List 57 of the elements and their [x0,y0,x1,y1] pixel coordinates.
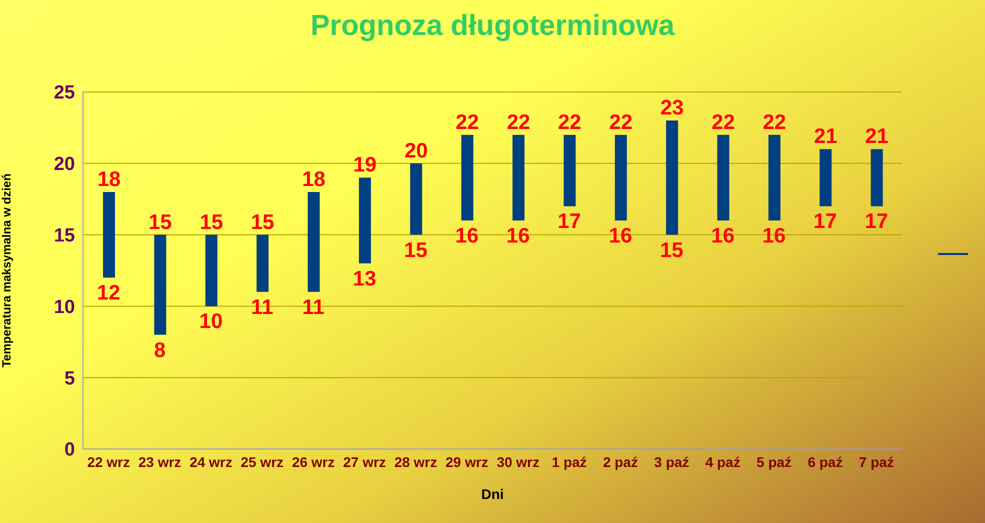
y-tick-label: 5 [64,368,76,390]
x-tick-label: 3 paź [654,454,690,470]
x-tick-label: 28 wrz [394,454,438,470]
data-label: 19 [353,154,377,177]
data-label: 21 [865,125,889,148]
data-label: 22 [456,110,479,134]
x-tick-label: 23 wrz [138,454,182,470]
annotation: 16 [506,224,530,248]
annotation: 17 [864,210,888,234]
y-tick-label: 20 [54,154,75,176]
chart-title: Prognoza długoterminowa [309,10,676,43]
annotation: 15 [660,238,684,262]
x-tick-label: 4 paź [705,454,740,470]
data-label: 22 [609,110,633,134]
annotation: 17 [814,210,837,234]
annotation: 16 [608,224,632,248]
x-tick-label: 26 wrz [292,454,335,470]
annotation: 16 [455,224,479,248]
x-tick-label: 7 paź [858,454,894,470]
x-tick-label: 22 wrz [87,454,130,470]
x-tick-label: 6 paź [808,454,843,470]
x-tick-label: 25 wrz [240,454,284,470]
x-tick-label: 27 wrz [343,454,386,470]
annotation: 13 [352,267,376,290]
annotation: 16 [762,224,786,248]
annotation: 8 [154,338,166,362]
x-tick-label: 1 paź [552,454,587,470]
annotation: 12 [96,282,120,305]
data-label: 15 [148,210,172,234]
x-tick-label: 29 wrz [446,454,488,470]
data-label: 22 [506,110,530,134]
x-axis-title: Dni [481,486,504,502]
annotation: 15 [404,238,428,262]
data-label: 22 [762,110,786,134]
y-tick-label: 25 [54,82,76,104]
annotation: 16 [711,224,735,248]
data-label: 18 [97,168,121,191]
data-label: 20 [404,139,428,162]
annotation: 11 [251,296,274,319]
data-label: 15 [250,210,275,234]
y-tick-label: 10 [54,296,75,318]
x-tick-label: 5 paź [756,454,792,470]
x-tick-label: 30 wrz [496,454,540,470]
annotation: 11 [302,296,325,319]
annotation: 17 [558,210,581,234]
y-tick-label: 0 [64,440,75,461]
x-tick-label: 2 paź [602,454,638,470]
data-label: 15 [200,210,224,234]
data-label: 22 [712,110,735,134]
data-label: 22 [558,110,582,134]
y-axis-title: Temperatura maksymalna w dzień [0,174,14,368]
data-label: 21 [814,125,838,148]
y-tick-label: 15 [54,226,76,247]
data-label: 18 [302,168,326,191]
annotation: 10 [199,310,223,334]
x-tick-label: 24 wrz [190,454,232,470]
data-label: 23 [660,96,684,120]
